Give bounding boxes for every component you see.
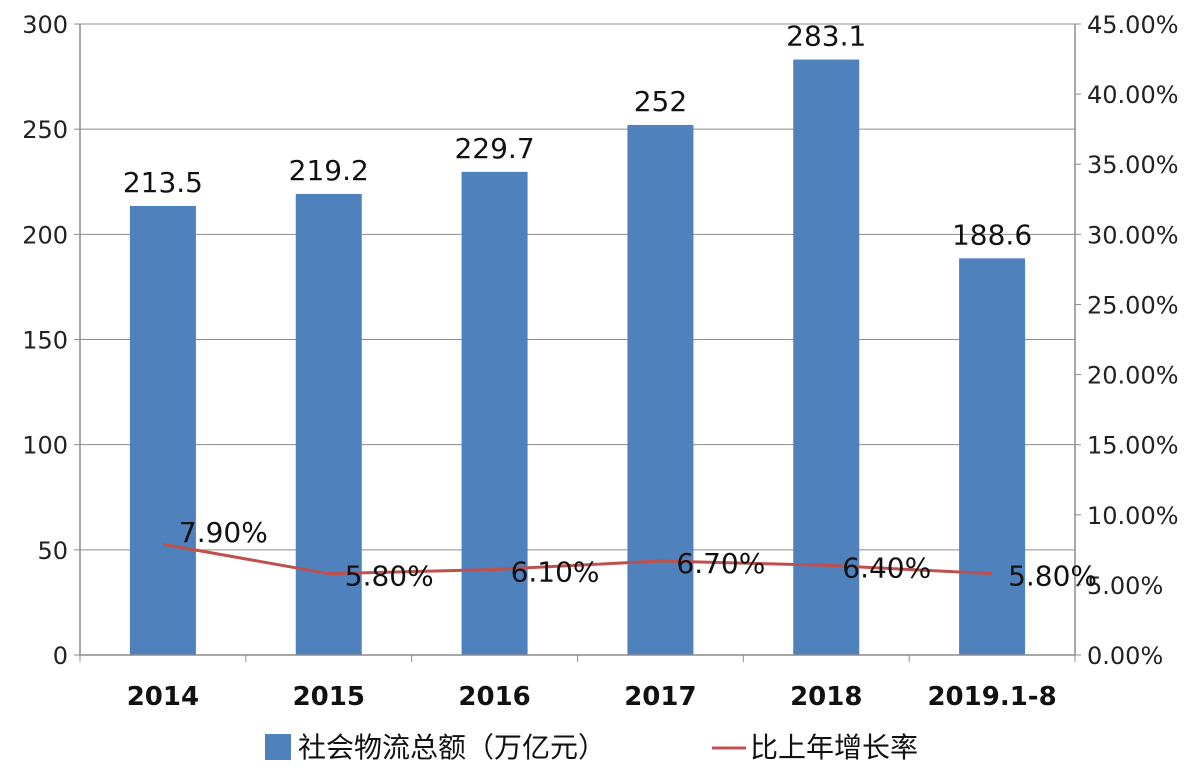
- line-value-label: 5.80%: [345, 560, 434, 593]
- left-tick-label: 0: [53, 642, 68, 670]
- x-tick-label: 2018: [790, 682, 862, 712]
- left-tick-label: 300: [22, 11, 68, 39]
- right-tick-label: 40.00%: [1087, 81, 1179, 109]
- line-value-label: 6.70%: [676, 547, 765, 580]
- left-tick-label: 200: [22, 221, 68, 249]
- legend-label-line: 比上年增长率: [750, 731, 918, 764]
- legend-swatch-bar: [265, 734, 291, 760]
- right-tick-label: 15.00%: [1087, 432, 1179, 460]
- bar-value-label: 283.1: [786, 20, 866, 53]
- line-value-label: 6.40%: [842, 551, 931, 584]
- axes: 0 50 100 150 200 250 300 0.00% 5.00% 10.00% 15.00%…: [22, 11, 1178, 712]
- x-tick-label: 2016: [458, 682, 530, 712]
- right-tick-label: 5.00%: [1087, 572, 1163, 600]
- gridlines: [80, 23, 1075, 551]
- bar: [461, 171, 528, 656]
- bar-value-label: 188.6: [952, 218, 1032, 251]
- left-tick-label: 100: [22, 432, 68, 460]
- bar-value-label: 213.5: [123, 166, 203, 199]
- bar: [129, 205, 196, 655]
- left-tick-label: 150: [22, 327, 68, 355]
- bar-value-label: 229.7: [454, 132, 534, 165]
- right-tick-label: 25.00%: [1087, 291, 1179, 319]
- bar: [793, 59, 860, 656]
- bar-series: [129, 59, 1026, 656]
- bar: [627, 124, 694, 655]
- bar: [295, 193, 362, 655]
- right-tick-label: 10.00%: [1087, 502, 1179, 530]
- data-labels: 213.5 219.2 229.7 252 283.1 188.6 7.90% 5.80% 6.…: [123, 20, 1097, 593]
- growth-line: [162, 542, 993, 576]
- right-tick-label: 45.00%: [1087, 11, 1179, 39]
- x-tick-label: 2015: [293, 682, 365, 712]
- x-tick-label: 2014: [127, 682, 199, 712]
- right-tick-label: 35.00%: [1087, 151, 1179, 179]
- line-value-label: 5.80%: [1008, 560, 1097, 593]
- x-tick-label: 2019.1-8: [927, 682, 1056, 712]
- left-tick-label: 50: [37, 537, 68, 565]
- line-series: [162, 542, 993, 576]
- line-value-label: 6.10%: [511, 555, 600, 588]
- right-tick-label: 30.00%: [1087, 221, 1179, 249]
- bar-value-label: 219.2: [289, 154, 369, 187]
- right-tick-label: 0.00%: [1087, 642, 1163, 670]
- bar: [959, 258, 1026, 655]
- legend-label-bar: 社会物流总额（万亿元）: [298, 731, 606, 764]
- line-value-label: 7.90%: [179, 516, 268, 549]
- right-tick-label: 20.00%: [1087, 362, 1179, 390]
- legend: 社会物流总额（万亿元） 比上年增长率: [265, 731, 918, 764]
- bar-value-label: 252: [634, 85, 687, 118]
- x-tick-label: 2017: [624, 682, 696, 712]
- left-tick-label: 250: [22, 116, 68, 144]
